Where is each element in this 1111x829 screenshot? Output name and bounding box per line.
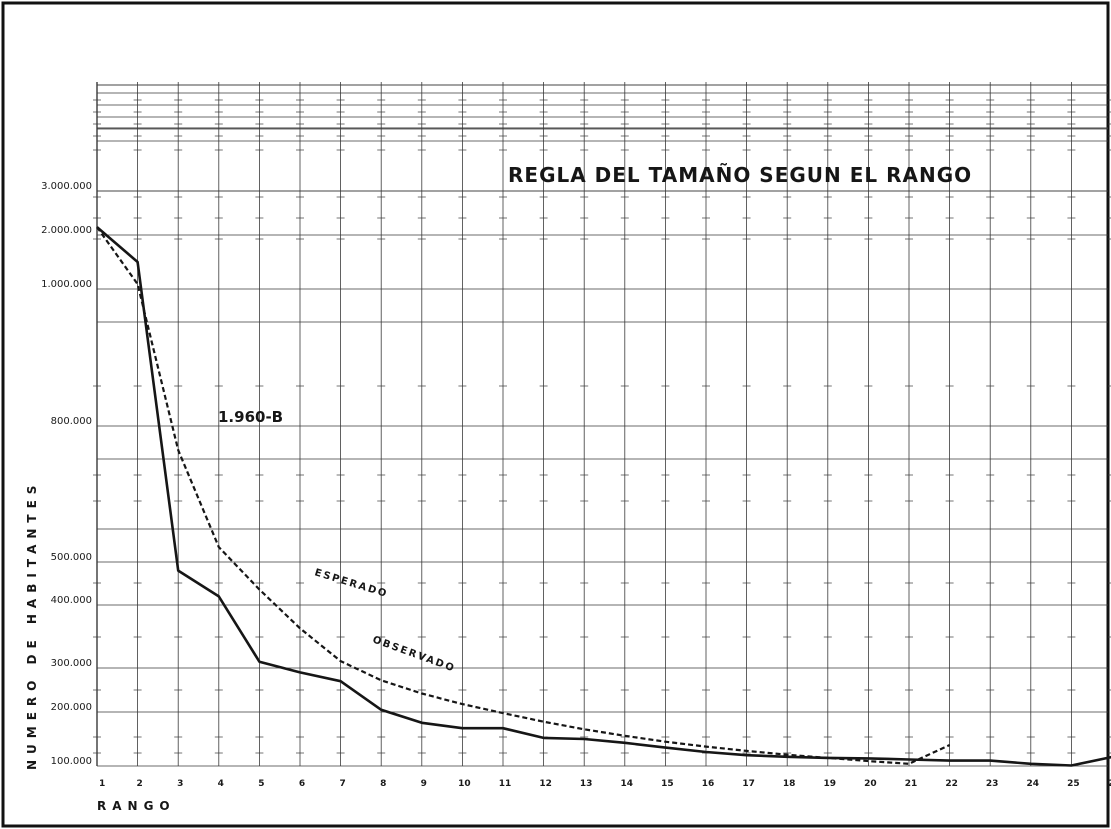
- x-tick-label: 3: [177, 779, 183, 789]
- series-annotation: 1.960-B: [218, 408, 283, 426]
- y-tick-label: 200.000: [51, 702, 92, 713]
- x-tick-label: 14: [621, 779, 634, 789]
- x-tick-label: 13: [580, 779, 593, 789]
- x-tick-label: 22: [945, 779, 958, 789]
- x-tick-label: 19: [824, 779, 837, 789]
- x-tick-labels: 1 2 3 4 5 6 7 8 9 10 11 12 13 14 15 16 17 18 19 20 21 22 23 24 2…: [99, 779, 1111, 789]
- x-tick-label: 21: [905, 779, 918, 789]
- x-tick-label: 5: [258, 779, 264, 789]
- x-tick-label: 8: [380, 779, 386, 789]
- x-axis-label: RANGO: [97, 799, 176, 813]
- x-tick-label: 11: [499, 779, 512, 789]
- x-tick-label: 15: [661, 779, 674, 789]
- x-tick-label: 6: [299, 779, 305, 789]
- x-tick-label: 2: [136, 779, 142, 789]
- y-tick-label: 500.000: [51, 552, 92, 563]
- y-tick-label: 1.000.000: [41, 279, 92, 290]
- x-tick-label: 17: [742, 779, 755, 789]
- y-tick-labels: 3.000.000 2.000.000 1.000.000 800.000 500.00…: [41, 181, 92, 767]
- series-group: [96, 226, 1111, 767]
- x-tick-label: 25: [1067, 779, 1080, 789]
- x-tick-label: 7: [339, 779, 345, 789]
- chart-title: REGLA DEL TAMAÑO SEGUN EL RANGO: [508, 163, 972, 187]
- y-tick-label: 800.000: [51, 416, 92, 427]
- x-tick-label: 10: [458, 779, 471, 789]
- y-tick-label: 300.000: [51, 658, 92, 669]
- series-line-observado: [96, 226, 1111, 767]
- series-line-esperado: [96, 226, 951, 765]
- grid: [93, 82, 1111, 767]
- x-tick-label: 18: [783, 779, 796, 789]
- x-tick-label: 24: [1027, 779, 1040, 789]
- y-axis-label: NUMERO DE HABITANTES: [25, 480, 39, 770]
- x-tick-label: 26: [1108, 779, 1111, 789]
- x-tick-label: 9: [421, 779, 427, 789]
- x-tick-label: 12: [539, 779, 552, 789]
- y-tick-label: 2.000.000: [41, 225, 92, 236]
- x-tick-label: 20: [864, 779, 877, 789]
- y-tick-label: 3.000.000: [41, 181, 92, 192]
- x-tick-label: 16: [702, 779, 715, 789]
- x-tick-label: 1: [99, 779, 105, 789]
- x-tick-label: 23: [986, 779, 999, 789]
- x-tick-label: 4: [218, 779, 224, 789]
- y-tick-label: 100.000: [51, 756, 92, 767]
- y-tick-label: 400.000: [51, 595, 92, 606]
